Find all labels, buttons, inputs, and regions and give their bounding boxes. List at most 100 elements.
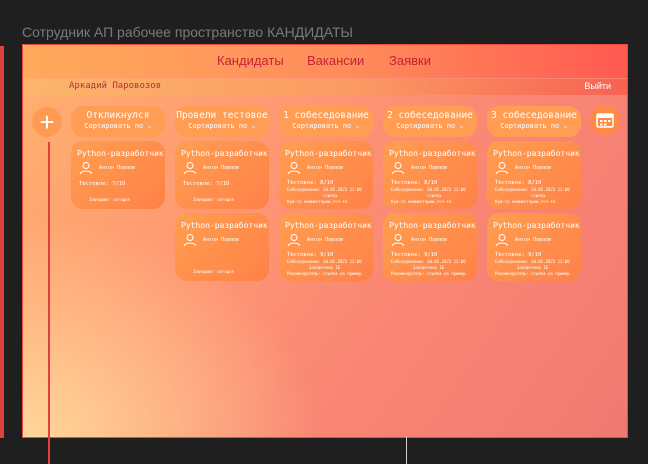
card-title: Python-разработчик — [389, 149, 476, 158]
chevron-down-icon: ⌵ — [459, 122, 464, 130]
interview-date: Собеседование: 20.05.2023 12:00 — [391, 259, 466, 264]
window-title: Сотрудник АП рабочее пространство КАНДИД… — [22, 24, 353, 40]
candidate-card[interactable]: Python-разработчик Антон Павлов Тестовое… — [279, 141, 373, 209]
test-score: Тестовое: 9/10 — [287, 252, 334, 258]
sort-dropdown[interactable]: Сортировать по ⌵ — [84, 122, 152, 130]
calendar-icon — [596, 113, 614, 128]
candidate-name: Антон Павлов — [411, 237, 448, 243]
logout-button[interactable]: Выйти — [584, 81, 611, 91]
test-score: Тестовое: 8/10 — [391, 180, 438, 186]
card-sub: Заключение 1Е — [517, 265, 549, 270]
card-title: Python-разработчик — [493, 221, 580, 230]
sort-dropdown[interactable]: Сортировать по ⌵ — [292, 122, 360, 130]
interview-date: Собеседование: 20.05.2023 12:00 — [287, 187, 362, 192]
user-icon — [392, 162, 404, 175]
candidate-card[interactable]: Python-разработчик Антон Павлов Тестовое… — [279, 213, 373, 281]
test-score: Тестовое: 7/10 — [79, 181, 126, 187]
user-icon — [184, 162, 196, 175]
test-score: Тестовое: 8/10 — [495, 180, 542, 186]
card-comment: Рекомендатель: ссылка на пример — [495, 271, 570, 276]
column-header-tested: Провели тестовое Сортировать по ⌵ — [175, 106, 269, 137]
card-comment: Рекомендатель: ссылка на пример — [391, 271, 466, 276]
sort-dropdown[interactable]: Сортировать по ⌵ — [500, 122, 568, 130]
candidate-card[interactable]: Python-разработчик Антон Павлов Тестовое… — [71, 141, 165, 209]
nav-vacancies[interactable]: Вакансии — [307, 53, 365, 68]
card-comment: Нуж-то комментарии,ччч-то — [287, 199, 348, 204]
card-footer: Завершил: сегодня — [89, 197, 130, 202]
left-edge-strip — [0, 46, 4, 438]
interview-date: Собеседование: 20.05.2023 12:00 — [391, 187, 466, 192]
workspace-frame: Кандидаты Вакансии Заявки Аркадий Парово… — [22, 44, 628, 438]
interview-date: Собеседование: 20.05.2023 12:00 — [495, 187, 570, 192]
candidate-name: Антон Павлов — [411, 165, 448, 171]
sort-dropdown[interactable]: Сортировать по ⌵ — [396, 122, 464, 130]
drag-guide-line — [48, 142, 50, 464]
drag-guide-line — [406, 436, 407, 464]
user-icon — [80, 162, 92, 175]
chevron-down-icon: ⌵ — [251, 122, 256, 130]
column-title: 2 собеседование — [387, 110, 473, 121]
add-candidate-button[interactable]: + — [32, 107, 62, 137]
candidate-card[interactable]: Python-разработчик Антон Павлов Тестовое… — [383, 141, 477, 209]
test-score: Тестовое: 9/10 — [495, 252, 542, 258]
candidate-card[interactable]: Python-разработчик Антон Павлов Тестовое… — [487, 141, 581, 209]
candidate-name: Антон Павлов — [203, 165, 240, 171]
calendar-button[interactable] — [590, 105, 620, 135]
candidate-name: Антон Павлов — [307, 165, 344, 171]
card-footer: Завершил: сегодня — [193, 197, 234, 202]
card-sub: ссылка — [427, 193, 442, 198]
column-header-interview-3: 3 собеседование Сортировать по ⌵ — [487, 106, 581, 137]
card-comment: Рекомендатель: ссылка на пример — [287, 271, 362, 276]
candidate-name: Антон Павлов — [515, 165, 552, 171]
column-header-responded: Откликнулся Сортировать по ⌵ — [71, 106, 165, 137]
user-icon — [496, 234, 508, 247]
candidate-name: Антон Павлов — [515, 237, 552, 243]
chevron-down-icon: ⌵ — [563, 122, 568, 130]
nav-candidates[interactable]: Кандидаты — [217, 53, 284, 68]
candidate-card[interactable]: Python-разработчик Антон Павлов Тестовое… — [383, 213, 477, 281]
card-sub: ссылка — [323, 193, 338, 198]
column-title: Откликнулся — [86, 110, 150, 121]
card-comment: Нуж-то комментарии,ччч-то — [391, 199, 452, 204]
column-title: Провели тестовое — [176, 110, 268, 121]
user-icon — [496, 162, 508, 175]
card-title: Python-разработчик — [285, 221, 372, 230]
nav-requests[interactable]: Заявки — [389, 53, 431, 68]
user-icon — [392, 234, 404, 247]
column-title: 1 собеседование — [283, 110, 369, 121]
test-score: Тестовое: 9/10 — [391, 252, 438, 258]
test-score: Тестовое: 8/10 — [287, 180, 334, 186]
column-header-interview-1: 1 собеседование Сортировать по ⌵ — [279, 106, 373, 137]
card-footer: Завершил: сегодня — [193, 269, 234, 274]
candidate-card[interactable]: Python-разработчик Антон Павлов Завершил… — [175, 213, 269, 281]
card-comment: Нуж-то комментарии,ччч-то — [495, 199, 556, 204]
plus-icon: + — [39, 107, 55, 137]
user-icon — [288, 162, 300, 175]
user-icon — [184, 234, 196, 247]
card-sub: Заключение 1Е — [413, 265, 445, 270]
candidate-card[interactable]: Python-разработчик Антон Павлов Тестовое… — [487, 213, 581, 281]
candidate-card[interactable]: Python-разработчик Антон Павлов Тестовое… — [175, 141, 269, 209]
top-nav: Кандидаты Вакансии Заявки — [23, 45, 627, 78]
interview-date: Собеседование: 20.05.2023 12:00 — [287, 259, 362, 264]
card-sub: ссылка — [531, 193, 546, 198]
column-header-interview-2: 2 собеседование Сортировать по ⌵ — [383, 106, 477, 137]
card-title: Python-разработчик — [77, 149, 164, 158]
candidate-name: Антон Павлов — [203, 237, 240, 243]
card-sub: Заключение 1Е — [309, 265, 341, 270]
card-title: Python-разработчик — [285, 149, 372, 158]
card-title: Python-разработчик — [389, 221, 476, 230]
user-icon — [288, 234, 300, 247]
user-bar: Аркадий Паровозов Выйти — [23, 79, 627, 95]
card-title: Python-разработчик — [181, 221, 268, 230]
card-title: Python-разработчик — [493, 149, 580, 158]
candidate-name: Антон Павлов — [307, 237, 344, 243]
chevron-down-icon: ⌵ — [147, 122, 152, 130]
sort-dropdown[interactable]: Сортировать по ⌵ — [188, 122, 256, 130]
test-score: Тестовое: 7/10 — [183, 181, 230, 187]
candidate-name: Антон Павлов — [99, 165, 136, 171]
interview-date: Собеседование: 20.05.2023 12:00 — [495, 259, 570, 264]
column-title: 3 собеседование — [491, 110, 577, 121]
user-name: Аркадий Паровозов — [69, 81, 162, 91]
card-title: Python-разработчик — [181, 149, 268, 158]
